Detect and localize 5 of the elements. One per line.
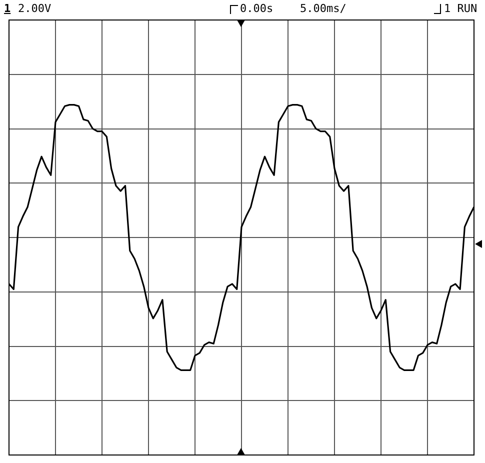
text: 2.00V (18, 2, 52, 15)
text: 1 RUN (444, 2, 478, 15)
text: 1 (4, 2, 11, 15)
text: 5.00ms/ (300, 2, 346, 15)
text: 0.00s (240, 2, 274, 15)
